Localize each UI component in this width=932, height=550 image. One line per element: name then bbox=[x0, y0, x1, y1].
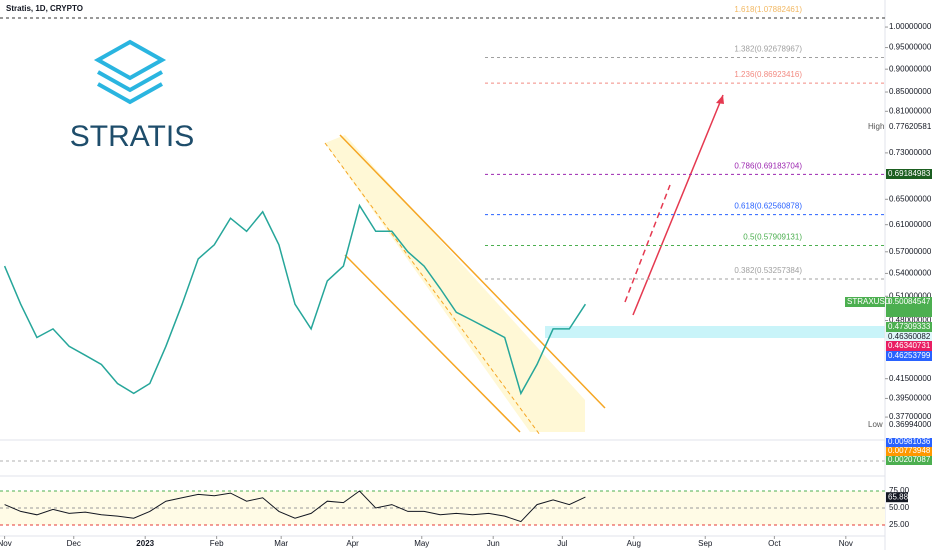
macd-badge bbox=[886, 447, 932, 456]
price-badge-label: 0.50084547 bbox=[888, 297, 931, 306]
fib-label: 1.382(0.92678967) bbox=[734, 45, 802, 54]
price-badge bbox=[886, 169, 932, 179]
macd-badge bbox=[886, 438, 932, 447]
symbol-badge bbox=[845, 297, 885, 307]
macd-label: 0.00207087 bbox=[888, 455, 931, 464]
x-tick-label: 2023 bbox=[136, 539, 154, 548]
fib-label: 1.618(1.07882461) bbox=[734, 5, 802, 14]
price-badge bbox=[886, 351, 932, 361]
countdown-bg bbox=[886, 307, 932, 317]
logo: STRATIS bbox=[70, 39, 194, 153]
x-tick-label: Jul bbox=[557, 539, 567, 548]
x-tick-label: Feb bbox=[210, 539, 224, 548]
y-tick-label: 0.39500000 bbox=[889, 394, 932, 403]
channel-fill bbox=[325, 135, 585, 432]
y-tick-label: 0.95000000 bbox=[889, 43, 932, 52]
price-badge-label: 0.46360082 bbox=[888, 332, 931, 341]
logo-text: STRATIS bbox=[70, 120, 194, 153]
channel-line bbox=[339, 134, 606, 409]
macd-label: 0.00773948 bbox=[888, 446, 931, 455]
price-badge bbox=[886, 322, 932, 332]
x-tick-label: Dec bbox=[67, 539, 81, 548]
rsi-last: 65.88 bbox=[888, 492, 909, 501]
y-tick-label: 0.73000000 bbox=[889, 148, 932, 157]
rsi-badge bbox=[886, 492, 908, 503]
x-tick-label: Aug bbox=[627, 539, 641, 548]
chart-title: Stratis, 1D, CRYPTO bbox=[6, 4, 83, 13]
symbol-label: STRAXUSD bbox=[847, 297, 891, 306]
support-zone bbox=[545, 326, 885, 338]
rsi-band bbox=[0, 491, 885, 525]
y-tick-label: 0.65000000 bbox=[889, 194, 932, 203]
fib-label: 0.786(0.69183704) bbox=[734, 161, 802, 170]
price-badge-label: 0.47309333 bbox=[888, 322, 931, 331]
price-badge bbox=[886, 341, 932, 351]
y-tick-label: 0.41500000 bbox=[889, 374, 932, 383]
macd-label: 0.00981036 bbox=[888, 437, 931, 446]
projection-arrow bbox=[632, 94, 724, 316]
y-tick-label: 0.54000000 bbox=[889, 269, 932, 278]
price-badge-label: 0.69184983 bbox=[888, 169, 931, 178]
x-tick-label: Nov bbox=[0, 539, 12, 548]
high-tag: High bbox=[868, 122, 884, 131]
projection-arrow bbox=[624, 184, 671, 303]
y-tick-label: 0.57000000 bbox=[889, 247, 932, 256]
rsi-tick-label: 50.00 bbox=[889, 503, 910, 512]
y-tick-label: 0.85000000 bbox=[889, 87, 932, 96]
price-badge bbox=[886, 332, 932, 342]
arrow-head bbox=[716, 95, 724, 104]
x-tick-label: May bbox=[414, 539, 429, 548]
macd-badge bbox=[886, 456, 932, 465]
rsi-line bbox=[4, 490, 586, 523]
y-tick-label: 0.51000000 bbox=[889, 291, 932, 300]
fib-label: 0.5(0.57909131) bbox=[743, 233, 802, 242]
y-tick-label: 1.00000000 bbox=[889, 22, 932, 31]
price-line bbox=[3, 203, 587, 396]
y-tick-label: 0.81000000 bbox=[889, 106, 932, 115]
rsi-tick-label: 25.00 bbox=[889, 520, 910, 529]
channel-line bbox=[344, 254, 521, 433]
y-tick-label: 0.37700000 bbox=[889, 412, 932, 421]
y-tick-label: 0.90000000 bbox=[889, 64, 932, 73]
x-tick-label: Jun bbox=[487, 539, 500, 548]
channel-line bbox=[324, 142, 541, 436]
fib-label: 1.236(0.86923416) bbox=[734, 70, 802, 79]
high-value: 0.77620581 bbox=[889, 122, 932, 131]
y-tick-label: 0.61000000 bbox=[889, 220, 932, 229]
x-tick-label: Apr bbox=[346, 539, 359, 548]
x-tick-label: Sep bbox=[698, 539, 713, 548]
fib-label: 0.618(0.62560878) bbox=[734, 202, 802, 211]
fib-label: 0.382(0.53257384) bbox=[734, 266, 802, 275]
x-tick-label: Mar bbox=[274, 539, 288, 548]
price-badge-label: 0.46340731 bbox=[888, 341, 931, 350]
price-badge bbox=[886, 297, 932, 307]
low-value: 0.36994000 bbox=[889, 420, 932, 429]
x-tick-label: Oct bbox=[768, 539, 781, 548]
y-tick-label: 0.48000000 bbox=[889, 316, 932, 325]
rsi-tick-label: 75.00 bbox=[889, 486, 910, 495]
price-badge-label: 0.46253799 bbox=[888, 351, 931, 360]
x-tick-label: Nov bbox=[839, 539, 853, 548]
low-tag: Low bbox=[868, 420, 883, 429]
